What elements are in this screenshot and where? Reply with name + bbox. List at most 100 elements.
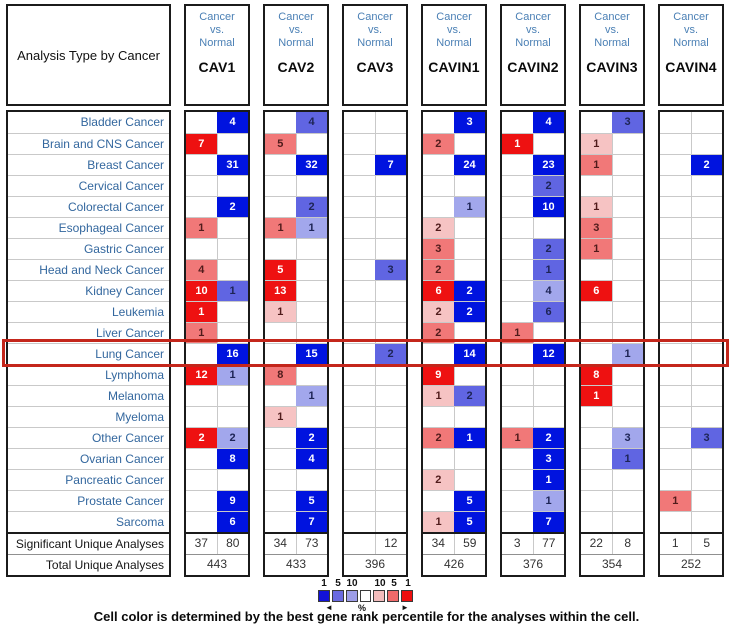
row-label-leukemia[interactable]: Leukemia: [8, 301, 169, 322]
cell-cavin1-colorectal-cancer-down[interactable]: 1: [454, 197, 485, 217]
cell-cav1-ovarian-cancer-down[interactable]: 8: [217, 449, 248, 469]
gene-name-cavin2[interactable]: CAVIN2: [507, 59, 559, 75]
cell-cavin1-sarcoma-up[interactable]: 1: [423, 512, 454, 532]
cell-cav1-head-and-neck-cancer-up[interactable]: 4: [186, 260, 217, 280]
cell-cav2-myeloma-up[interactable]: 1: [265, 407, 296, 427]
cell-cavin3-gastric-cancer-up[interactable]: 1: [581, 239, 612, 259]
cell-cavin1-prostate-cancer-down[interactable]: 5: [454, 491, 485, 511]
row-label-colorectal-cancer[interactable]: Colorectal Cancer: [8, 196, 169, 217]
cell-cavin1-lung-cancer-down[interactable]: 14: [454, 344, 485, 364]
cell-cavin1-other-cancer-down[interactable]: 1: [454, 428, 485, 448]
cell-cav2-head-and-neck-cancer-up[interactable]: 5: [265, 260, 296, 280]
cell-cav2-esophageal-cancer-down[interactable]: 1: [296, 218, 327, 238]
cell-cavin1-kidney-cancer-down[interactable]: 2: [454, 281, 485, 301]
cell-cav1-breast-cancer-down[interactable]: 31: [217, 155, 248, 175]
cell-cav1-other-cancer-up[interactable]: 2: [186, 428, 217, 448]
cell-cavin2-prostate-cancer-down[interactable]: 1: [533, 491, 564, 511]
cell-cavin2-brain-and-cns-cancer-up[interactable]: 1: [502, 134, 533, 154]
row-label-ovarian-cancer[interactable]: Ovarian Cancer: [8, 448, 169, 469]
gene-name-cav3[interactable]: CAV3: [356, 59, 394, 75]
cell-cav2-lymphoma-up[interactable]: 8: [265, 365, 296, 385]
cell-cavin3-melanoma-up[interactable]: 1: [581, 386, 612, 406]
gene-name-cav2[interactable]: CAV2: [277, 59, 315, 75]
row-label-melanoma[interactable]: Melanoma: [8, 385, 169, 406]
cell-cavin3-lung-cancer-down[interactable]: 1: [612, 344, 643, 364]
cell-cav2-lung-cancer-down[interactable]: 15: [296, 344, 327, 364]
gene-name-cav1[interactable]: CAV1: [198, 59, 236, 75]
cell-cavin4-prostate-cancer-up[interactable]: 1: [660, 491, 691, 511]
row-label-breast-cancer[interactable]: Breast Cancer: [8, 154, 169, 175]
cell-cavin2-kidney-cancer-down[interactable]: 4: [533, 281, 564, 301]
row-label-sarcoma[interactable]: Sarcoma: [8, 511, 169, 532]
cell-cavin3-lymphoma-up[interactable]: 8: [581, 365, 612, 385]
cell-cavin3-breast-cancer-up[interactable]: 1: [581, 155, 612, 175]
cell-cavin3-ovarian-cancer-down[interactable]: 1: [612, 449, 643, 469]
row-label-kidney-cancer[interactable]: Kidney Cancer: [8, 280, 169, 301]
cell-cavin4-breast-cancer-down[interactable]: 2: [691, 155, 722, 175]
cell-cav2-colorectal-cancer-down[interactable]: 2: [296, 197, 327, 217]
gene-name-cavin1[interactable]: CAVIN1: [428, 59, 480, 75]
cell-cavin2-gastric-cancer-down[interactable]: 2: [533, 239, 564, 259]
cell-cavin2-colorectal-cancer-down[interactable]: 10: [533, 197, 564, 217]
cell-cav1-esophageal-cancer-up[interactable]: 1: [186, 218, 217, 238]
row-label-other-cancer[interactable]: Other Cancer: [8, 427, 169, 448]
cell-cavin1-liver-cancer-up[interactable]: 2: [423, 323, 454, 343]
cell-cavin2-sarcoma-down[interactable]: 7: [533, 512, 564, 532]
row-label-liver-cancer[interactable]: Liver Cancer: [8, 322, 169, 343]
row-label-lung-cancer[interactable]: Lung Cancer: [8, 343, 169, 364]
cell-cavin1-lymphoma-up[interactable]: 9: [423, 365, 454, 385]
row-label-brain-and-cns-cancer[interactable]: Brain and CNS Cancer: [8, 133, 169, 154]
cell-cav1-liver-cancer-up[interactable]: 1: [186, 323, 217, 343]
row-label-gastric-cancer[interactable]: Gastric Cancer: [8, 238, 169, 259]
cell-cav2-leukemia-up[interactable]: 1: [265, 302, 296, 322]
cell-cav2-kidney-cancer-up[interactable]: 13: [265, 281, 296, 301]
cell-cavin1-gastric-cancer-up[interactable]: 3: [423, 239, 454, 259]
cell-cav1-sarcoma-down[interactable]: 6: [217, 512, 248, 532]
cell-cavin3-other-cancer-down[interactable]: 3: [612, 428, 643, 448]
row-label-myeloma[interactable]: Myeloma: [8, 406, 169, 427]
gene-name-cavin4[interactable]: CAVIN4: [665, 59, 717, 75]
cell-cavin3-brain-and-cns-cancer-up[interactable]: 1: [581, 134, 612, 154]
row-label-esophageal-cancer[interactable]: Esophageal Cancer: [8, 217, 169, 238]
cell-cavin1-esophageal-cancer-up[interactable]: 2: [423, 218, 454, 238]
row-label-bladder-cancer[interactable]: Bladder Cancer: [80, 115, 164, 129]
cell-cav2-esophageal-cancer-up[interactable]: 1: [265, 218, 296, 238]
cell-cav2-prostate-cancer-down[interactable]: 5: [296, 491, 327, 511]
row-label-prostate-cancer[interactable]: Prostate Cancer: [8, 490, 169, 511]
cell-cav2-bladder-cancer-down[interactable]: 4: [296, 112, 327, 133]
cell-cavin3-bladder-cancer-down[interactable]: 3: [612, 112, 643, 133]
cell-cavin2-leukemia-down[interactable]: 6: [533, 302, 564, 322]
cell-cav2-breast-cancer-down[interactable]: 32: [296, 155, 327, 175]
row-label-head-and-neck-cancer[interactable]: Head and Neck Cancer: [8, 259, 169, 280]
cell-cavin1-leukemia-up[interactable]: 2: [423, 302, 454, 322]
cell-cavin1-melanoma-down[interactable]: 2: [454, 386, 485, 406]
cell-cavin2-other-cancer-down[interactable]: 2: [533, 428, 564, 448]
cell-cav1-other-cancer-down[interactable]: 2: [217, 428, 248, 448]
cell-cav1-bladder-cancer-down[interactable]: 4: [217, 112, 248, 133]
cell-cav2-brain-and-cns-cancer-up[interactable]: 5: [265, 134, 296, 154]
cell-cavin2-ovarian-cancer-down[interactable]: 3: [533, 449, 564, 469]
cell-cav3-head-and-neck-cancer-down[interactable]: 3: [375, 260, 406, 280]
cell-cavin2-lung-cancer-down[interactable]: 12: [533, 344, 564, 364]
row-label-lymphoma[interactable]: Lymphoma: [8, 364, 169, 385]
cell-cav1-lymphoma-up[interactable]: 12: [186, 365, 217, 385]
cell-cavin1-leukemia-down[interactable]: 2: [454, 302, 485, 322]
cell-cavin1-breast-cancer-down[interactable]: 24: [454, 155, 485, 175]
cell-cavin1-sarcoma-down[interactable]: 5: [454, 512, 485, 532]
cell-cavin2-pancreatic-cancer-down[interactable]: 1: [533, 470, 564, 490]
cell-cavin2-cervical-cancer-down[interactable]: 2: [533, 176, 564, 196]
cell-cavin4-other-cancer-down[interactable]: 3: [691, 428, 722, 448]
cell-cavin2-bladder-cancer-down[interactable]: 4: [533, 112, 564, 133]
cell-cav3-lung-cancer-down[interactable]: 2: [375, 344, 406, 364]
cell-cav1-prostate-cancer-down[interactable]: 9: [217, 491, 248, 511]
cell-cavin1-pancreatic-cancer-up[interactable]: 2: [423, 470, 454, 490]
cell-cavin2-other-cancer-up[interactable]: 1: [502, 428, 533, 448]
cell-cavin3-colorectal-cancer-up[interactable]: 1: [581, 197, 612, 217]
cell-cav1-lymphoma-down[interactable]: 1: [217, 365, 248, 385]
cell-cavin1-other-cancer-up[interactable]: 2: [423, 428, 454, 448]
cell-cav1-brain-and-cns-cancer-up[interactable]: 7: [186, 134, 217, 154]
cell-cav2-other-cancer-down[interactable]: 2: [296, 428, 327, 448]
cell-cav1-leukemia-up[interactable]: 1: [186, 302, 217, 322]
cell-cavin2-liver-cancer-up[interactable]: 1: [502, 323, 533, 343]
cell-cav2-ovarian-cancer-down[interactable]: 4: [296, 449, 327, 469]
